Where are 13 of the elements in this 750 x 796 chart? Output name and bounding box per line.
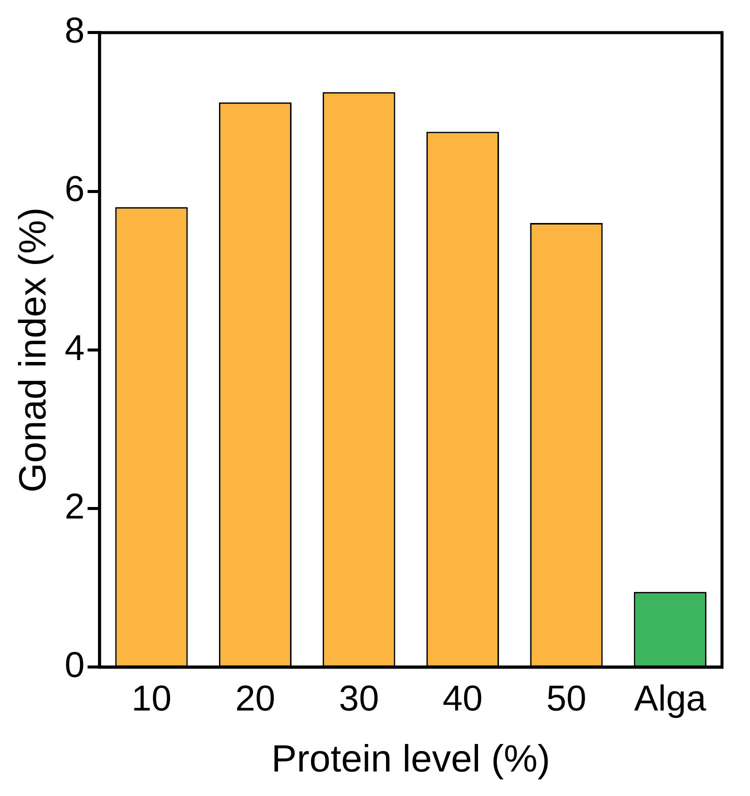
- y-tick-label: 4: [64, 326, 85, 368]
- x-tick-label: 20: [235, 678, 276, 719]
- y-tick-label: 8: [64, 10, 85, 51]
- x-tick-label: 30: [338, 678, 379, 719]
- x-axis-title: Protein level (%): [271, 738, 550, 781]
- x-tick-label: Alga: [634, 678, 708, 719]
- x-tick-label: 40: [442, 678, 483, 719]
- y-axis-title: Gonad index (%): [12, 207, 54, 492]
- y-tick-label: 0: [64, 644, 85, 686]
- x-tick-label: 10: [131, 678, 172, 719]
- y-tick-label: 6: [64, 168, 85, 210]
- x-tick-label: 50: [546, 678, 586, 719]
- y-tick-label: 2: [64, 485, 85, 526]
